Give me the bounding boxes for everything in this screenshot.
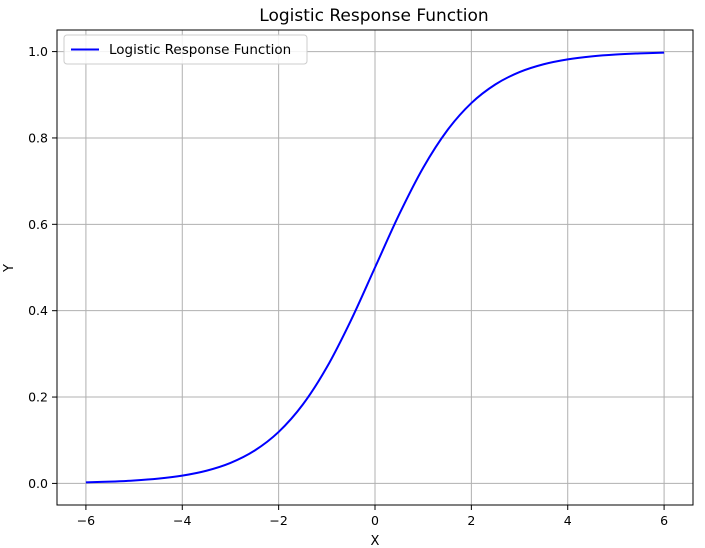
legend: Logistic Response Function [63, 34, 308, 65]
y-axis-ticks: 0.0 0.2 0.4 0.6 0.8 1.0 [28, 44, 57, 491]
series-layer [85, 51, 665, 484]
x-tick-label: 6 [660, 513, 668, 528]
x-tick-label: −4 [173, 513, 191, 528]
x-axis-ticks: −6 −4 −2 0 2 4 6 [77, 505, 668, 528]
x-tick-label: 0 [371, 513, 379, 528]
x-axis-label: X [371, 534, 380, 548]
y-tick-label: 0.8 [28, 130, 48, 145]
y-tick-label: 0.6 [28, 217, 48, 232]
x-tick-label: −6 [77, 513, 95, 528]
legend-box [63, 34, 308, 65]
chart-title: Logistic Response Function [259, 6, 488, 26]
x-tick-label: −2 [269, 513, 287, 528]
y-tick-label: 0.2 [28, 390, 48, 405]
x-tick-label: 2 [467, 513, 475, 528]
grid-lines [57, 30, 693, 505]
y-tick-label: 0.4 [28, 303, 48, 318]
x-tick-label: 4 [564, 513, 572, 528]
y-tick-label: 1.0 [28, 44, 48, 59]
legend-label-logistic: Logistic Response Function [109, 42, 291, 58]
y-tick-label: 0.0 [28, 476, 48, 491]
series-line-logistic [85, 51, 665, 484]
y-axis-label: Y [2, 264, 17, 273]
